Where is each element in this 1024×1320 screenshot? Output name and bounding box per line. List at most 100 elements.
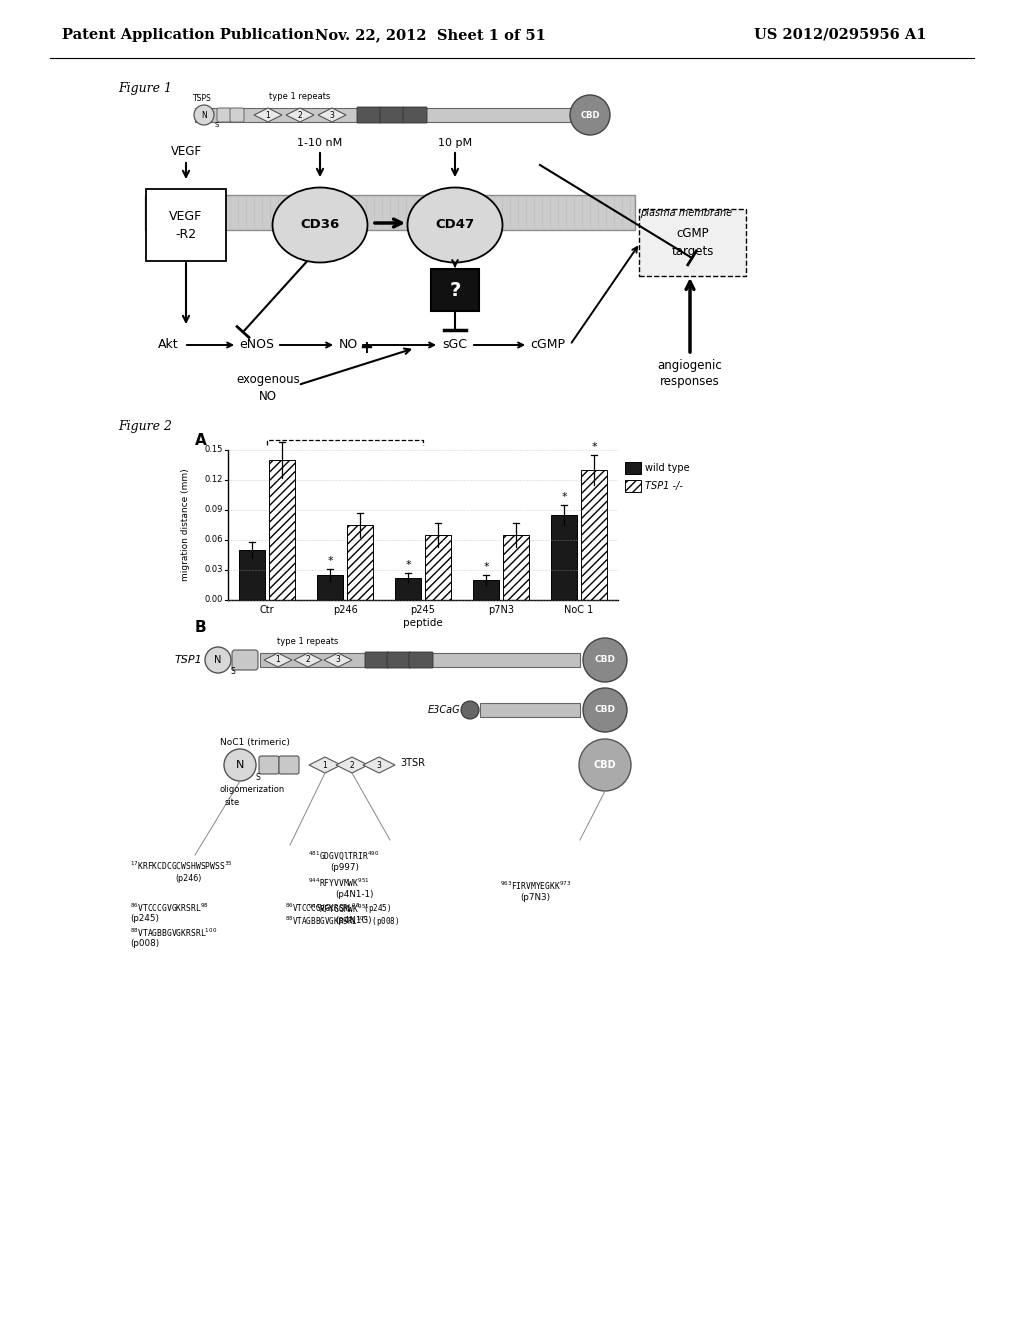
Ellipse shape bbox=[272, 187, 368, 263]
Text: angiogenic: angiogenic bbox=[657, 359, 722, 371]
FancyBboxPatch shape bbox=[230, 108, 244, 121]
Bar bbox=[260, 653, 580, 667]
Text: migration distance (mm): migration distance (mm) bbox=[181, 469, 190, 581]
Text: B: B bbox=[195, 620, 207, 635]
Text: CBD: CBD bbox=[595, 656, 615, 664]
Bar bbox=[480, 704, 580, 717]
Text: *: * bbox=[483, 562, 488, 572]
Text: TSP1 -/-: TSP1 -/- bbox=[645, 480, 683, 491]
Text: sGC: sGC bbox=[442, 338, 468, 351]
Text: CD47: CD47 bbox=[435, 219, 474, 231]
Text: $^{944}$RFYVVMWK$^{951}$: $^{944}$RFYVVMWK$^{951}$ bbox=[308, 876, 370, 890]
Bar bbox=[195, 108, 590, 121]
Polygon shape bbox=[309, 756, 341, 774]
Circle shape bbox=[570, 95, 610, 135]
Text: type 1 repeats: type 1 repeats bbox=[278, 638, 339, 645]
Text: *: * bbox=[561, 492, 567, 502]
Text: +: + bbox=[359, 339, 373, 356]
FancyBboxPatch shape bbox=[403, 107, 427, 123]
Text: TSPS: TSPS bbox=[193, 94, 212, 103]
Text: S: S bbox=[230, 667, 236, 676]
Text: 0.15: 0.15 bbox=[205, 446, 223, 454]
Bar bbox=[347, 525, 373, 601]
Bar bbox=[625, 480, 641, 492]
Text: -R2: -R2 bbox=[175, 227, 197, 240]
Text: US 2012/0295956 A1: US 2012/0295956 A1 bbox=[754, 28, 927, 42]
Text: 3TSR: 3TSR bbox=[400, 758, 425, 768]
Text: 0.03: 0.03 bbox=[205, 565, 223, 574]
Text: (p7N3): (p7N3) bbox=[520, 894, 550, 902]
FancyBboxPatch shape bbox=[431, 269, 479, 312]
FancyBboxPatch shape bbox=[357, 107, 381, 123]
Text: $^{88}$VTAGBBGVGKRSRL$^{100}$ (p008): $^{88}$VTAGBBGVGKRSRL$^{100}$ (p008) bbox=[285, 915, 399, 929]
Text: S: S bbox=[215, 121, 219, 128]
Text: Patent Application Publication: Patent Application Publication bbox=[62, 28, 314, 42]
Text: wild type: wild type bbox=[645, 463, 689, 473]
Text: NO: NO bbox=[338, 338, 357, 351]
Text: 2: 2 bbox=[298, 111, 302, 120]
Text: *: * bbox=[328, 556, 333, 566]
Bar bbox=[239, 550, 265, 601]
Text: NO: NO bbox=[259, 389, 278, 403]
Text: 0.09: 0.09 bbox=[205, 506, 223, 515]
FancyBboxPatch shape bbox=[279, 756, 299, 774]
Text: (p246): (p246) bbox=[175, 874, 202, 883]
Text: *: * bbox=[406, 560, 411, 570]
Text: CD36: CD36 bbox=[300, 219, 340, 231]
Polygon shape bbox=[362, 756, 395, 774]
Text: N: N bbox=[214, 655, 221, 665]
Text: $^{963}$FIRVMYEGKK$^{973}$: $^{963}$FIRVMYEGKK$^{973}$ bbox=[500, 880, 571, 892]
Polygon shape bbox=[294, 653, 322, 667]
Bar bbox=[395, 578, 421, 601]
Bar bbox=[551, 515, 577, 601]
Text: oligomerization: oligomerization bbox=[220, 785, 286, 795]
Bar bbox=[473, 579, 499, 601]
Text: plasma membrane: plasma membrane bbox=[640, 207, 732, 218]
Text: CBD: CBD bbox=[581, 111, 600, 120]
Polygon shape bbox=[318, 108, 346, 121]
Text: TSP1: TSP1 bbox=[174, 655, 202, 665]
Text: *: * bbox=[591, 442, 597, 451]
Text: NoC1 (trimeric): NoC1 (trimeric) bbox=[220, 738, 290, 747]
Text: Ctr: Ctr bbox=[260, 605, 274, 615]
Text: (p4N1G): (p4N1G) bbox=[335, 916, 372, 925]
Circle shape bbox=[224, 748, 256, 781]
Text: exogenous: exogenous bbox=[237, 374, 300, 387]
Text: 1: 1 bbox=[323, 760, 328, 770]
Circle shape bbox=[194, 106, 214, 125]
Text: (p997): (p997) bbox=[330, 863, 359, 873]
Circle shape bbox=[205, 647, 231, 673]
Polygon shape bbox=[254, 108, 282, 121]
Polygon shape bbox=[264, 653, 292, 667]
Text: N: N bbox=[236, 760, 244, 770]
Text: $^{88}$VTAGBBGVGKRSRL$^{100}$: $^{88}$VTAGBBGVGKRSRL$^{100}$ bbox=[130, 927, 217, 940]
Polygon shape bbox=[324, 653, 352, 667]
FancyBboxPatch shape bbox=[259, 756, 279, 774]
Bar bbox=[317, 576, 343, 601]
Text: NoC 1: NoC 1 bbox=[564, 605, 594, 615]
Text: $^{86}$VTCCCGVGKRSRL$^{98}$: $^{86}$VTCCCGVGKRSRL$^{98}$ bbox=[130, 902, 209, 915]
Text: S: S bbox=[256, 774, 260, 783]
Text: E3CaG: E3CaG bbox=[427, 705, 460, 715]
FancyBboxPatch shape bbox=[232, 649, 258, 671]
Text: 1: 1 bbox=[275, 656, 281, 664]
Text: (p4N1-1): (p4N1-1) bbox=[335, 890, 374, 899]
Text: eNOS: eNOS bbox=[240, 338, 274, 351]
Text: peptide: peptide bbox=[403, 618, 442, 628]
Text: CBD: CBD bbox=[595, 705, 615, 714]
Text: 1: 1 bbox=[265, 111, 270, 120]
Bar bbox=[581, 470, 607, 601]
Text: (p245): (p245) bbox=[130, 913, 159, 923]
Text: Akt: Akt bbox=[158, 338, 178, 351]
Circle shape bbox=[579, 739, 631, 791]
Text: p7N3: p7N3 bbox=[488, 605, 514, 615]
FancyBboxPatch shape bbox=[146, 189, 226, 261]
Bar bbox=[269, 459, 295, 601]
Text: 10 pM: 10 pM bbox=[438, 139, 472, 148]
Text: 0.12: 0.12 bbox=[205, 475, 223, 484]
Text: 3: 3 bbox=[377, 760, 381, 770]
FancyBboxPatch shape bbox=[409, 652, 433, 668]
Text: Nov. 22, 2012  Sheet 1 of 51: Nov. 22, 2012 Sheet 1 of 51 bbox=[314, 28, 546, 42]
Text: Figure 1: Figure 1 bbox=[118, 82, 172, 95]
Polygon shape bbox=[336, 756, 368, 774]
